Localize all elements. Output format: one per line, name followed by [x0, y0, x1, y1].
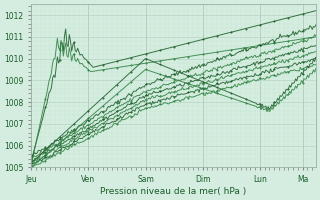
X-axis label: Pression niveau de la mer( hPa ): Pression niveau de la mer( hPa ) [100, 187, 247, 196]
